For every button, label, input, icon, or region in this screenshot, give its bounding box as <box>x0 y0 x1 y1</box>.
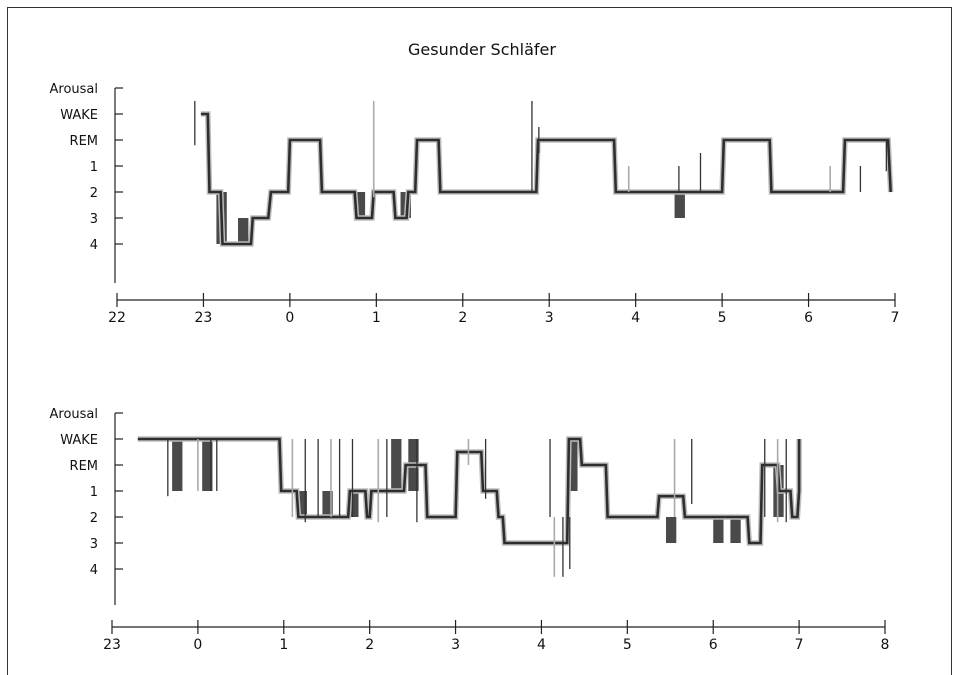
stage-block <box>348 491 359 517</box>
y-tick-label: 3 <box>90 212 98 227</box>
stage-block <box>322 491 333 517</box>
stage-block <box>674 192 685 218</box>
y-tick-label: REM <box>70 459 98 474</box>
chart-title: Gesunder Schläfer <box>408 40 556 59</box>
x-tick-label: 4 <box>631 310 640 326</box>
stage-block <box>172 439 183 491</box>
x-tick-label: 5 <box>623 637 632 653</box>
x-tick-label: 5 <box>718 310 727 326</box>
x-tick-label: 0 <box>193 637 202 653</box>
figure-frame <box>7 7 952 675</box>
stage-block <box>713 517 724 543</box>
x-tick-label: 3 <box>545 310 554 326</box>
y-tick-label: 3 <box>90 537 98 552</box>
stage-block <box>665 517 677 543</box>
y-tick-label: 1 <box>90 485 98 500</box>
x-tick-label: 23 <box>195 310 213 326</box>
x-tick-label: 7 <box>795 637 804 653</box>
hypnogram-halo <box>200 111 894 247</box>
y-tick-label: 2 <box>90 186 98 201</box>
stage-block <box>391 439 402 491</box>
y-tick-label: 4 <box>90 238 98 253</box>
y-tick-label: WAKE <box>60 108 98 123</box>
stage-block <box>238 218 249 244</box>
y-tick-label: REM <box>70 134 98 149</box>
hypnogram-line <box>200 112 892 246</box>
x-tick-label: 8 <box>881 637 890 653</box>
x-tick-label: 6 <box>804 310 813 326</box>
x-tick-label: 3 <box>451 637 460 653</box>
x-tick-label: 4 <box>537 637 546 653</box>
stage-block <box>202 439 213 491</box>
y-tick-label: Arousal <box>50 407 99 422</box>
stage-block <box>296 491 307 517</box>
x-tick-label: 23 <box>103 637 121 653</box>
y-tick-label: 4 <box>90 563 98 578</box>
stage-block <box>354 192 366 218</box>
x-tick-label: 2 <box>365 637 374 653</box>
x-tick-label: 22 <box>108 310 126 326</box>
x-tick-label: 6 <box>709 637 718 653</box>
y-tick-label: WAKE <box>60 433 98 448</box>
y-tick-label: Arousal <box>50 82 99 97</box>
stage-block <box>567 439 578 491</box>
hypnogram-line <box>137 437 801 545</box>
x-tick-label: 7 <box>891 310 900 326</box>
x-tick-label: 0 <box>285 310 294 326</box>
y-tick-label: 2 <box>90 511 98 526</box>
y-tick-label: 1 <box>90 160 98 175</box>
stage-block <box>730 517 741 543</box>
x-tick-label: 2 <box>458 310 467 326</box>
x-tick-label: 1 <box>279 637 288 653</box>
x-tick-label: 1 <box>372 310 381 326</box>
